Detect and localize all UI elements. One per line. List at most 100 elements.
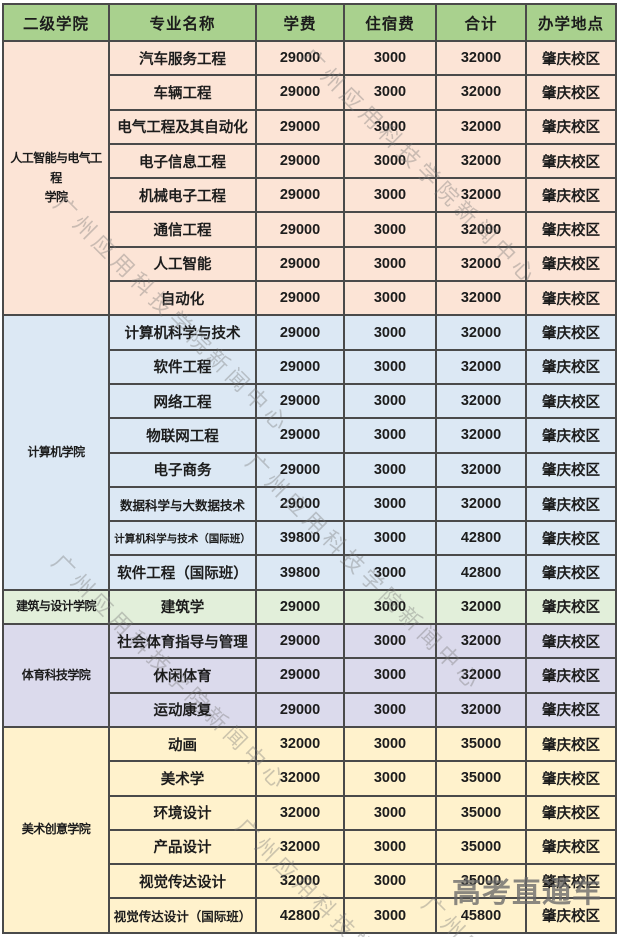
table-row: 美术创意学院 动画 32000 3000 35000 肇庆校区 [2, 725, 617, 934]
location-cell: 肇庆校区 [525, 417, 617, 454]
table-row: 通信工程 29000 3000 32000 肇庆校区 [3, 211, 617, 248]
tuition-cell: 39800 [255, 554, 345, 591]
table-row: 美术学 32000 3000 35000 肇庆校区 [3, 760, 617, 797]
college-cell: 建筑与设计学院 [2, 588, 110, 626]
major-cell: 电子商务 [108, 451, 257, 488]
major-cell: 计算机科学与技术 [108, 314, 257, 351]
tuition-cell: 29000 [255, 142, 345, 180]
accommodation-cell: 3000 [343, 348, 437, 385]
accommodation-cell: 3000 [343, 177, 437, 214]
total-cell: 32000 [435, 451, 527, 488]
accommodation-cell: 3000 [343, 828, 437, 866]
college-cell: 体育科技学院 [2, 623, 110, 728]
major-cell: 运动康复 [108, 691, 257, 728]
col-header-college: 二级学院 [2, 3, 110, 42]
major-cell: 物联网工程 [108, 417, 257, 454]
major-cell: 软件工程（国际班） [108, 554, 257, 591]
location-cell: 肇庆校区 [525, 554, 617, 591]
accommodation-cell: 3000 [343, 794, 437, 831]
total-cell: 32000 [435, 211, 527, 248]
location-cell: 肇庆校区 [525, 691, 617, 728]
tuition-cell: 29000 [255, 623, 345, 660]
total-cell: 32000 [435, 245, 527, 283]
fee-table-body: 人工智能与电气工程 学院 汽车服务工程 29000 3000 32000 肇庆校区 车辆工程… [2, 39, 617, 934]
accommodation-cell: 3000 [343, 382, 437, 420]
accommodation-cell: 3000 [343, 657, 437, 694]
major-cell: 电气工程及其自动化 [108, 108, 257, 145]
location-cell: 肇庆校区 [525, 245, 617, 283]
major-cell: 动画 [108, 725, 257, 763]
table-row: 自动化 29000 3000 32000 肇庆校区 [3, 280, 617, 317]
major-cell: 休闲体育 [108, 657, 257, 694]
total-cell: 32000 [435, 142, 527, 180]
major-cell: 车辆工程 [108, 74, 257, 111]
accommodation-cell: 3000 [343, 725, 437, 763]
accommodation-cell: 3000 [343, 691, 437, 728]
col-header-major: 专业名称 [108, 3, 257, 42]
tuition-cell: 29000 [255, 39, 345, 77]
tuition-cell: 29000 [255, 314, 345, 351]
accommodation-cell: 3000 [343, 485, 437, 523]
tuition-cell: 42800 [255, 897, 345, 934]
major-cell: 美术学 [108, 760, 257, 797]
accommodation-cell: 3000 [343, 451, 437, 488]
location-cell: 肇庆校区 [525, 485, 617, 523]
table-row: 机械电子工程 29000 3000 32000 肇庆校区 [3, 177, 617, 214]
table-row: 电子商务 29000 3000 32000 肇庆校区 [3, 451, 617, 488]
total-cell: 32000 [435, 348, 527, 385]
major-cell: 社会体育指导与管理 [108, 623, 257, 660]
major-cell: 通信工程 [108, 211, 257, 248]
tuition-cell: 29000 [255, 657, 345, 694]
tuition-cell: 29000 [255, 108, 345, 145]
total-cell: 32000 [435, 39, 527, 77]
total-cell: 35000 [435, 725, 527, 763]
location-cell: 肇庆校区 [525, 39, 617, 77]
accommodation-cell: 3000 [343, 863, 437, 900]
table-row: 物联网工程 29000 3000 32000 肇庆校区 [3, 417, 617, 454]
location-cell: 肇庆校区 [525, 520, 617, 557]
location-cell: 肇庆校区 [525, 588, 617, 626]
accommodation-cell: 3000 [343, 897, 437, 934]
location-cell: 肇庆校区 [525, 897, 617, 934]
table-row: 计算机科学与技术（国际班） 39800 3000 42800 肇庆校区 [3, 520, 617, 557]
tuition-cell: 29000 [255, 280, 345, 317]
table-row: 环境设计 32000 3000 35000 肇庆校区 [3, 794, 617, 831]
accommodation-cell: 3000 [343, 245, 437, 283]
table-row: 软件工程 29000 3000 32000 肇庆校区 [3, 348, 617, 385]
total-cell: 32000 [435, 74, 527, 111]
location-cell: 肇庆校区 [525, 348, 617, 385]
college-cell: 人工智能与电气工程 学院 [2, 39, 110, 317]
major-cell: 计算机科学与技术（国际班） [108, 520, 257, 557]
accommodation-cell: 3000 [343, 623, 437, 660]
location-cell: 肇庆校区 [525, 760, 617, 797]
total-cell: 35000 [435, 828, 527, 866]
major-cell: 视觉传达设计 [108, 863, 257, 900]
table-row: 计算机学院 计算机科学与技术 29000 3000 32000 肇庆校区 [2, 314, 617, 591]
table-row: 人工智能与电气工程 学院 汽车服务工程 29000 3000 32000 肇庆校区 [2, 39, 617, 317]
table-row: 电气工程及其自动化 29000 3000 32000 肇庆校区 [3, 108, 617, 145]
tuition-cell: 29000 [255, 74, 345, 111]
total-cell: 42800 [435, 554, 527, 591]
tuition-cell: 29000 [255, 485, 345, 523]
location-cell: 肇庆校区 [525, 74, 617, 111]
location-cell: 肇庆校区 [525, 451, 617, 488]
accommodation-cell: 3000 [343, 314, 437, 351]
accommodation-cell: 3000 [343, 39, 437, 77]
major-cell: 数据科学与大数据技术 [108, 485, 257, 523]
header-row: 二级学院 专业名称 学费 住宿费 合计 办学地点 [2, 3, 617, 42]
total-cell: 32000 [435, 382, 527, 420]
major-cell: 网络工程 [108, 382, 257, 420]
table-row: 人工智能 29000 3000 32000 肇庆校区 [3, 245, 617, 283]
accommodation-cell: 3000 [343, 520, 437, 557]
major-cell: 汽车服务工程 [108, 39, 257, 77]
total-cell: 35000 [435, 794, 527, 831]
total-cell: 32000 [435, 177, 527, 214]
major-cell: 机械电子工程 [108, 177, 257, 214]
location-cell: 肇庆校区 [525, 382, 617, 420]
tuition-cell: 32000 [255, 828, 345, 866]
accommodation-cell: 3000 [343, 74, 437, 111]
total-cell: 35000 [435, 760, 527, 797]
accommodation-cell: 3000 [343, 588, 437, 626]
college-cell: 美术创意学院 [2, 725, 110, 934]
tuition-cell: 29000 [255, 177, 345, 214]
